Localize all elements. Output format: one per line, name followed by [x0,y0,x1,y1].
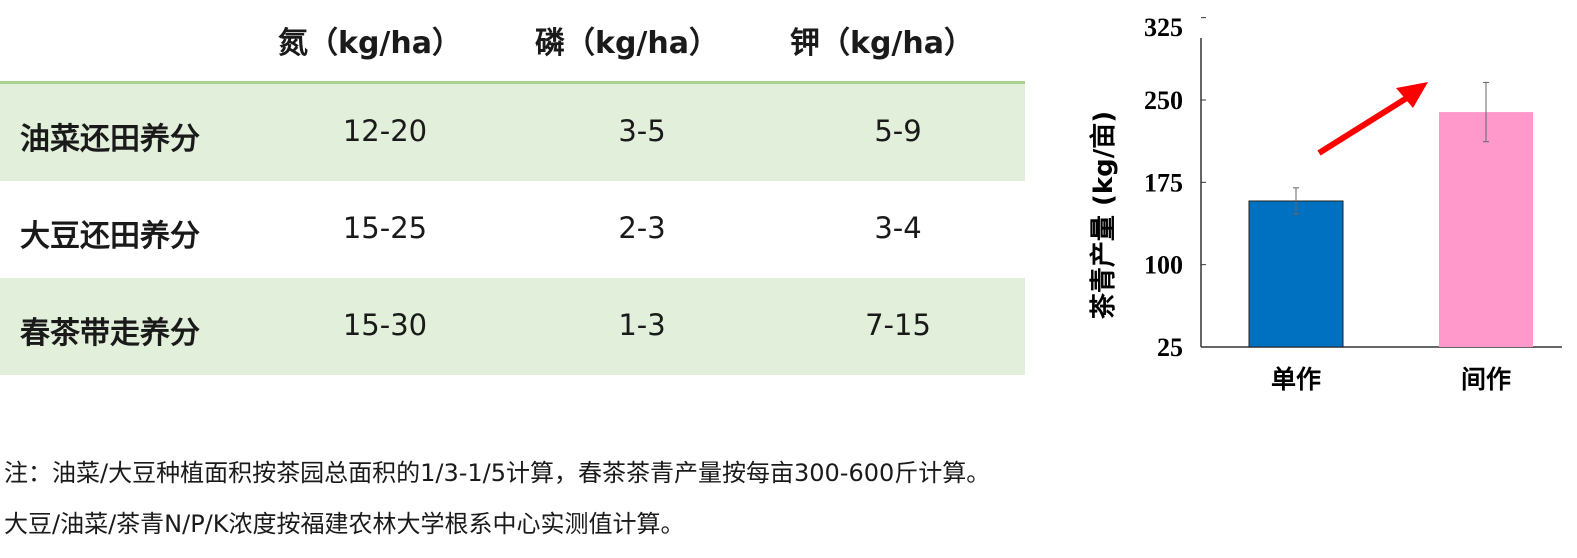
row-label: 春茶带走养分 [20,316,200,351]
bar-间作 [1439,112,1533,347]
header-p: 磷（kg/ha） [535,26,719,61]
cell-n: 15-30 [342,308,428,342]
x-tick-label: 单作 [1271,365,1321,394]
cell-n: 12-20 [342,114,428,148]
y-tick-label: 100 [1144,251,1183,280]
cell-k: 7-15 [865,308,931,342]
table-row: 春茶带走养分 15-30 1-3 7-15 [0,278,1025,375]
header-divider [0,81,1025,84]
cell-k: 3-4 [874,211,922,245]
cell-p: 3-5 [618,114,666,148]
table-row: 大豆还田养分 15-25 2-3 3-4 [0,181,1025,278]
cell-p: 2-3 [618,211,666,245]
note-line-2: 大豆/油菜/茶青N/P/K浓度按福建农林大学根系中心实测值计算。 [4,510,685,538]
y-axis-label: 茶青产量 (kg/亩) [1088,111,1119,319]
red-arrow-head-icon [1396,82,1428,108]
row-label: 大豆还田养分 [20,219,200,254]
cell-k: 5-9 [874,114,922,148]
y-tick-label: 325 [1144,13,1183,42]
header-n: 氮（kg/ha） [278,26,462,61]
red-arrow-shaft [1317,93,1412,156]
y-tick-label: 25 [1157,333,1183,362]
bar-单作 [1248,200,1344,348]
header-k: 钾（kg/ha） [790,26,974,61]
y-tick-label: 175 [1144,168,1183,197]
x-tick-label: 间作 [1461,365,1511,394]
note-line-1: 注：油菜/大豆种植面积按茶园总面积的1/3-1/5计算，春茶茶青产量按每亩300… [4,459,991,487]
cell-p: 1-3 [618,308,666,342]
row-label: 油菜还田养分 [20,122,200,157]
table-row: 油菜还田养分 12-20 3-5 5-9 [0,84,1025,181]
cell-n: 15-25 [342,211,428,245]
y-tick-label: 250 [1144,86,1183,115]
